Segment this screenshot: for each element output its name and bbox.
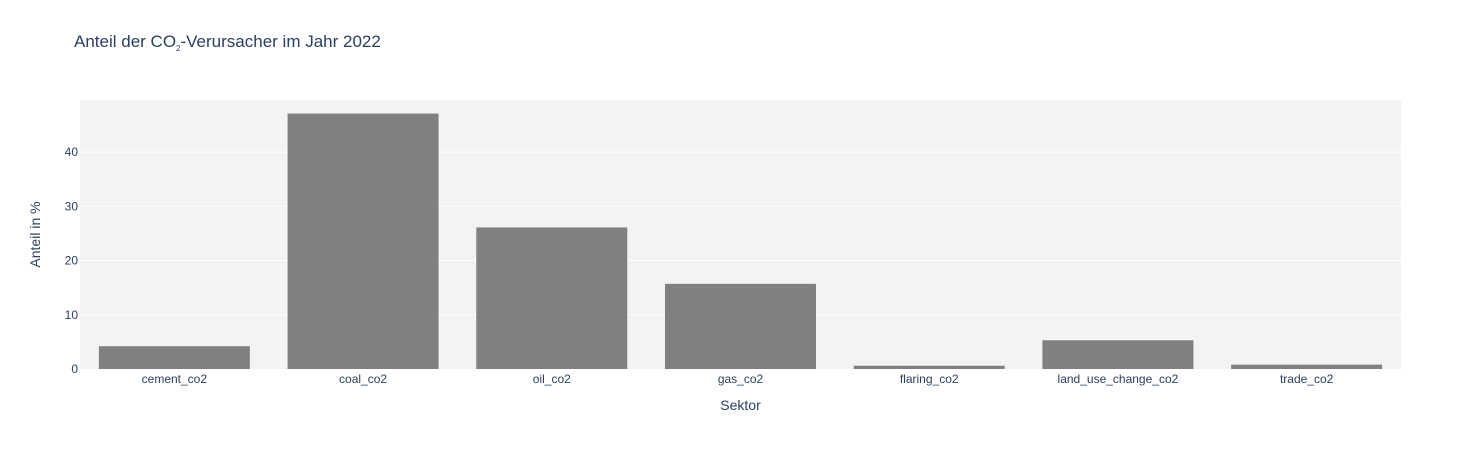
y-axis-title: Anteil in % [27,201,43,267]
x-tick-label: gas_co2 [718,372,764,386]
chart-title-suffix: -Verursacher im Jahr 2022 [180,32,381,51]
bar-coal_co2[interactable] [287,113,439,369]
bar-gas_co2[interactable] [665,283,816,369]
chart-title-prefix: Anteil der CO [74,32,177,51]
bar-oil_co2[interactable] [476,227,628,369]
x-tick-label: coal_co2 [339,372,387,386]
x-tick-label: land_use_change_co2 [1058,372,1179,386]
y-tick-label: 30 [65,199,79,213]
x-tick-labels: cement_co2 coal_co2 oil_co2 gas_co2 flaring_… [142,372,1334,386]
chart-title-subscript: 2 [176,44,181,53]
y-tick-label: 20 [65,254,79,268]
bar-flaring_co2[interactable] [853,365,1005,369]
x-tick-label: flaring_co2 [900,372,959,386]
bar-land_use_change_co2[interactable] [1042,340,1194,369]
y-tick-label: 10 [65,308,79,322]
y-tick-labels: 0 10 20 30 40 [65,145,79,376]
x-tick-label: oil_co2 [533,372,571,386]
x-tick-label: cement_co2 [142,372,208,386]
x-axis-title: Sektor [720,397,761,413]
y-tick-label: 40 [65,145,79,159]
bar-cement_co2[interactable] [98,346,250,369]
bars [98,113,1383,369]
chart-title: Anteil der CO2-Verursacher im Jahr 2022 [74,32,381,53]
x-tick-label: trade_co2 [1280,372,1334,386]
y-tick-label: 0 [71,362,78,376]
bar-trade_co2[interactable] [1231,364,1383,369]
